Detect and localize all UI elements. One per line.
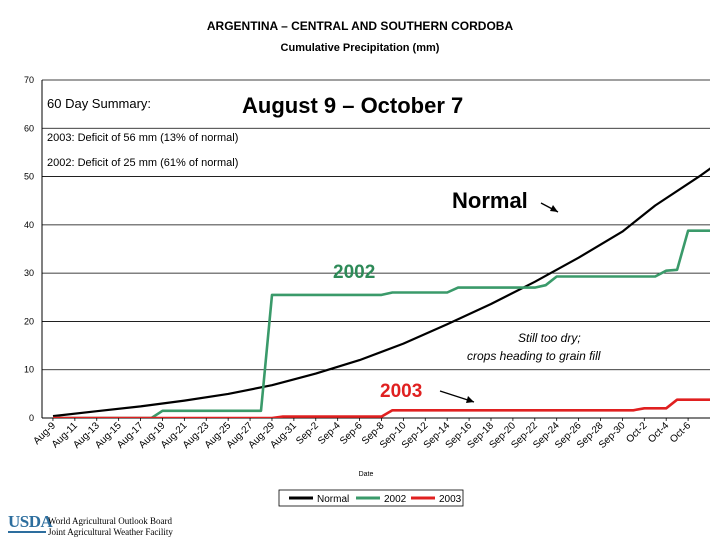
comment-line-1: Still too dry; <box>518 331 581 345</box>
legend-label-2003: 2003 <box>439 494 462 505</box>
period-label: August 9 – October 7 <box>242 93 463 118</box>
x-tick-label: Oct-6 <box>668 420 693 445</box>
normal-arrow-head <box>550 205 558 212</box>
agency-name-line1: World Agricultural Outlook Board <box>48 516 173 526</box>
x-axis-title: Date <box>359 471 374 478</box>
series-2003-arrow-head <box>466 396 474 403</box>
y-tick-label: 20 <box>24 316 34 326</box>
y-tick-label: 60 <box>24 123 34 133</box>
agency-name-line2: Joint Agricultural Weather Facility <box>48 527 173 537</box>
legend-label-normal: Normal <box>317 494 349 505</box>
normal-series-label: Normal <box>452 188 528 213</box>
usda-logo: USDA <box>8 512 53 531</box>
legend-label-2002: 2002 <box>384 494 407 505</box>
x-tick-label: Sep-2 <box>294 420 321 447</box>
comment-line-2: crops heading to grain fill <box>467 349 601 363</box>
series-2003-label: 2003 <box>380 381 422 402</box>
y-tick-label: 30 <box>24 268 34 278</box>
summary-label: 60 Day Summary: <box>47 96 151 111</box>
usda-logo-underline <box>8 531 46 533</box>
y-tick-label: 0 <box>29 413 34 423</box>
x-tick-label: Sep-6 <box>338 420 365 447</box>
series-line-2002 <box>53 229 710 418</box>
y-tick-label: 50 <box>24 172 34 182</box>
chart-title: ARGENTINA – CENTRAL AND SOUTHERN CORDOBA <box>206 19 514 33</box>
x-tick-label: Sep-4 <box>316 420 343 447</box>
series-2002-label: 2002 <box>333 262 375 283</box>
series-line-2003 <box>53 398 710 418</box>
x-tick-label: Oct-2 <box>624 420 649 445</box>
chart-subtitle: Cumulative Precipitation (mm) <box>280 42 440 54</box>
series-line-normal <box>52 167 710 418</box>
x-tick-label: Oct-4 <box>646 420 671 445</box>
deficit-note-2003: 2003: Deficit of 56 mm (13% of normal) <box>47 132 238 144</box>
y-tick-label: 10 <box>24 365 34 375</box>
y-tick-label: 70 <box>24 75 34 85</box>
y-tick-label: 40 <box>24 220 34 230</box>
deficit-note-2002: 2002: Deficit of 25 mm (61% of normal) <box>47 157 238 169</box>
